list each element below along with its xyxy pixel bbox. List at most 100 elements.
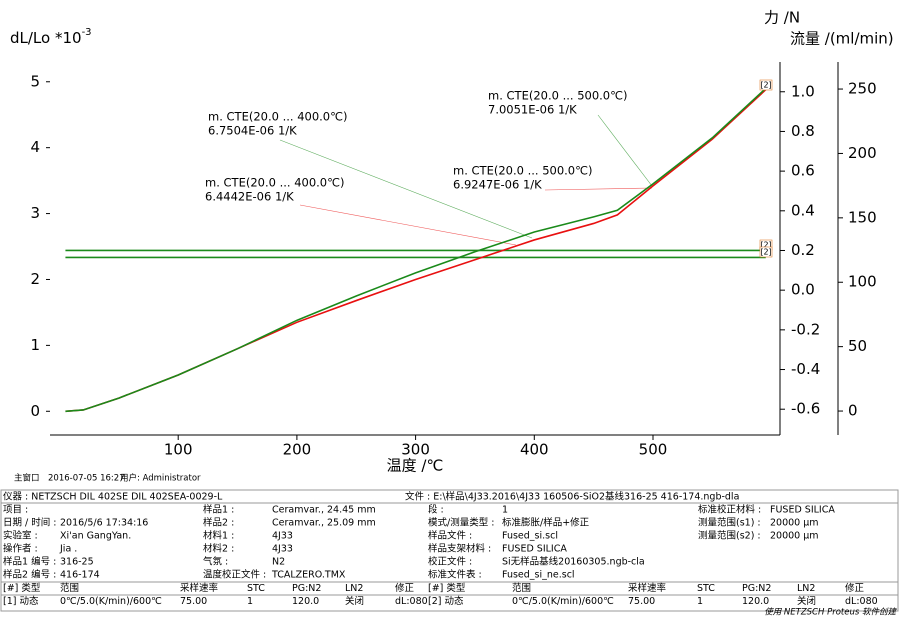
x-tick-label: 100 — [164, 441, 193, 459]
curve-marker: [2] — [760, 241, 771, 250]
credit: 使用 NETZSCH Proteus 软件创建 — [764, 607, 897, 618]
annotation-leader — [279, 139, 533, 239]
y-tick-label: 0 — [30, 402, 40, 420]
info-label: 模式/测量类型 : — [428, 517, 494, 529]
annotation-text: 6.7504E-06 1/K — [208, 124, 297, 138]
info-value: 4J33 — [272, 544, 293, 555]
info-value: N2 — [272, 557, 285, 568]
info-value: 20000 µm — [770, 531, 819, 542]
annotation-leader — [544, 187, 653, 191]
info-label: 测量范围(s1) : — [698, 517, 761, 529]
info-label: 项目 : — [3, 505, 28, 516]
y3-tick-label: 200 — [848, 144, 877, 162]
y2-axis-title: 力 /N — [764, 9, 800, 27]
y2-tick-label: -0.6 — [791, 400, 820, 418]
info-value: TCALZERO.TMX — [271, 570, 346, 581]
info-value: Fused_si.scl — [502, 531, 558, 542]
annotation-text: 6.9247E-06 1/K — [453, 178, 542, 192]
segment-header: 范围 — [60, 582, 79, 594]
y2-tick-label: -0.2 — [791, 320, 820, 338]
y-tick-label: 4 — [30, 138, 40, 156]
info-value: 1 — [502, 505, 508, 516]
segment-header: 采样速率 — [180, 582, 219, 594]
curve-marker-box — [759, 246, 773, 258]
info-value: 4J33 — [272, 531, 293, 542]
info-label: 标准文件表 : — [428, 569, 482, 581]
info-value: FUSED SILICA — [502, 544, 567, 555]
info-header: 文件 : E:\样品\4J33.2016\4J33 160506-SiO2基线3… — [405, 491, 739, 503]
info-value: 标准膨胀/样品+修正 — [502, 517, 590, 529]
segment-cell: 120.0 — [742, 596, 769, 607]
annotation-leader — [597, 114, 653, 187]
y-axis-title-superscript: -3 — [82, 27, 92, 38]
info-value: Ceramvar., 25.09 mm — [272, 518, 376, 529]
y2-tick-label: -0.4 — [791, 360, 820, 378]
curve-marker: [2] — [760, 248, 771, 257]
curve-marker-box — [759, 79, 773, 91]
segment-header: LN2 — [345, 583, 363, 594]
x-tick-label: 400 — [520, 441, 549, 459]
segment-cell: 0℃/5.0(K/min)/600℃ — [60, 596, 162, 607]
series-line — [65, 87, 767, 413]
segment-cell: [2] 动态 — [428, 595, 464, 607]
y-axis-title: dL/Lo *10-3 — [10, 27, 92, 47]
x-tick-label: 200 — [283, 441, 312, 459]
info-label: 日期 / 时间 : — [3, 517, 56, 529]
annotation-text: 7.0051E-06 1/K — [488, 103, 577, 117]
annotation-text: 6.4442E-06 1/K — [205, 190, 294, 204]
segment-cell: 1 — [697, 596, 703, 607]
segment-cell: 0℃/5.0(K/min)/600℃ — [512, 596, 614, 607]
y2-tick-label: 0.8 — [791, 122, 815, 140]
y2-tick-label: 1.0 — [791, 82, 815, 100]
x-axis-title: 温度 /℃ — [387, 457, 444, 475]
info-value: Fused_si_ne.scl — [502, 570, 575, 581]
info-label: 测量范围(s2) : — [698, 530, 761, 542]
y-tick-label: 3 — [30, 204, 40, 222]
y3-tick-label: 50 — [848, 337, 867, 355]
info-label: 气氛 : — [203, 556, 228, 568]
info-value: 20000 µm — [770, 518, 819, 529]
info-label: 材料1 : — [203, 530, 234, 542]
status-text: 2016-07-05 16:27 — [48, 474, 125, 484]
y-tick-label: 5 — [30, 72, 40, 90]
segment-header: STC — [247, 583, 265, 594]
annotation-text: m. CTE(20.0 ... 500.0℃) — [453, 164, 593, 178]
segment-header: 修正 — [845, 582, 865, 594]
table-frame — [0, 489, 899, 612]
info-label: 材料2 : — [203, 543, 234, 555]
info-value: 416-174 — [60, 570, 100, 581]
info-value: Ceramvar., 24.45 mm — [272, 505, 376, 516]
y2-tick-label: 0.4 — [791, 201, 815, 219]
info-label: 样品文件 : — [428, 530, 472, 542]
segment-header: PG:N2 — [292, 583, 321, 594]
info-value: Jia . — [59, 544, 77, 555]
segment-header: [#] 类型 — [3, 582, 41, 594]
info-label: 样品2 编号 : — [3, 569, 56, 581]
segment-cell: dL:080 — [395, 596, 428, 607]
info-label: 校正文件 : — [428, 556, 472, 568]
info-label: 样品1 编号 : — [3, 556, 56, 568]
y-axis-title-text: dL/Lo *10 — [10, 29, 82, 47]
y3-axis-title: 流量 /(ml/min) — [790, 30, 894, 48]
segment-cell: 1 — [247, 596, 253, 607]
y2-tick-label: 0.6 — [791, 162, 815, 180]
y2-tick-label: 0.0 — [791, 281, 815, 299]
segment-header: [#] 类型 — [428, 582, 466, 594]
info-header: 仪器 : NETZSCH DIL 402SE DIL 402SEA-0029-L — [3, 492, 223, 503]
y2-tick-label: 0.2 — [791, 241, 815, 259]
annotation-leader — [299, 204, 517, 246]
segment-cell: 75.00 — [628, 596, 655, 607]
info-label: 样品支架材料 : — [428, 543, 491, 555]
y-tick-label: 1 — [30, 336, 40, 354]
info-value: Si无样品基线20160305.ngb-cla — [502, 556, 645, 568]
y3-tick-label: 0 — [848, 402, 858, 420]
segment-header: 修正 — [395, 582, 415, 594]
curve-marker: [2] — [760, 81, 771, 90]
segment-cell: [1] 动态 — [3, 595, 39, 607]
x-tick-label: 500 — [639, 441, 668, 459]
segment-cell: 75.00 — [180, 596, 207, 607]
info-label: 实验室 : — [3, 530, 38, 542]
segment-cell: dL:080 — [845, 596, 878, 607]
